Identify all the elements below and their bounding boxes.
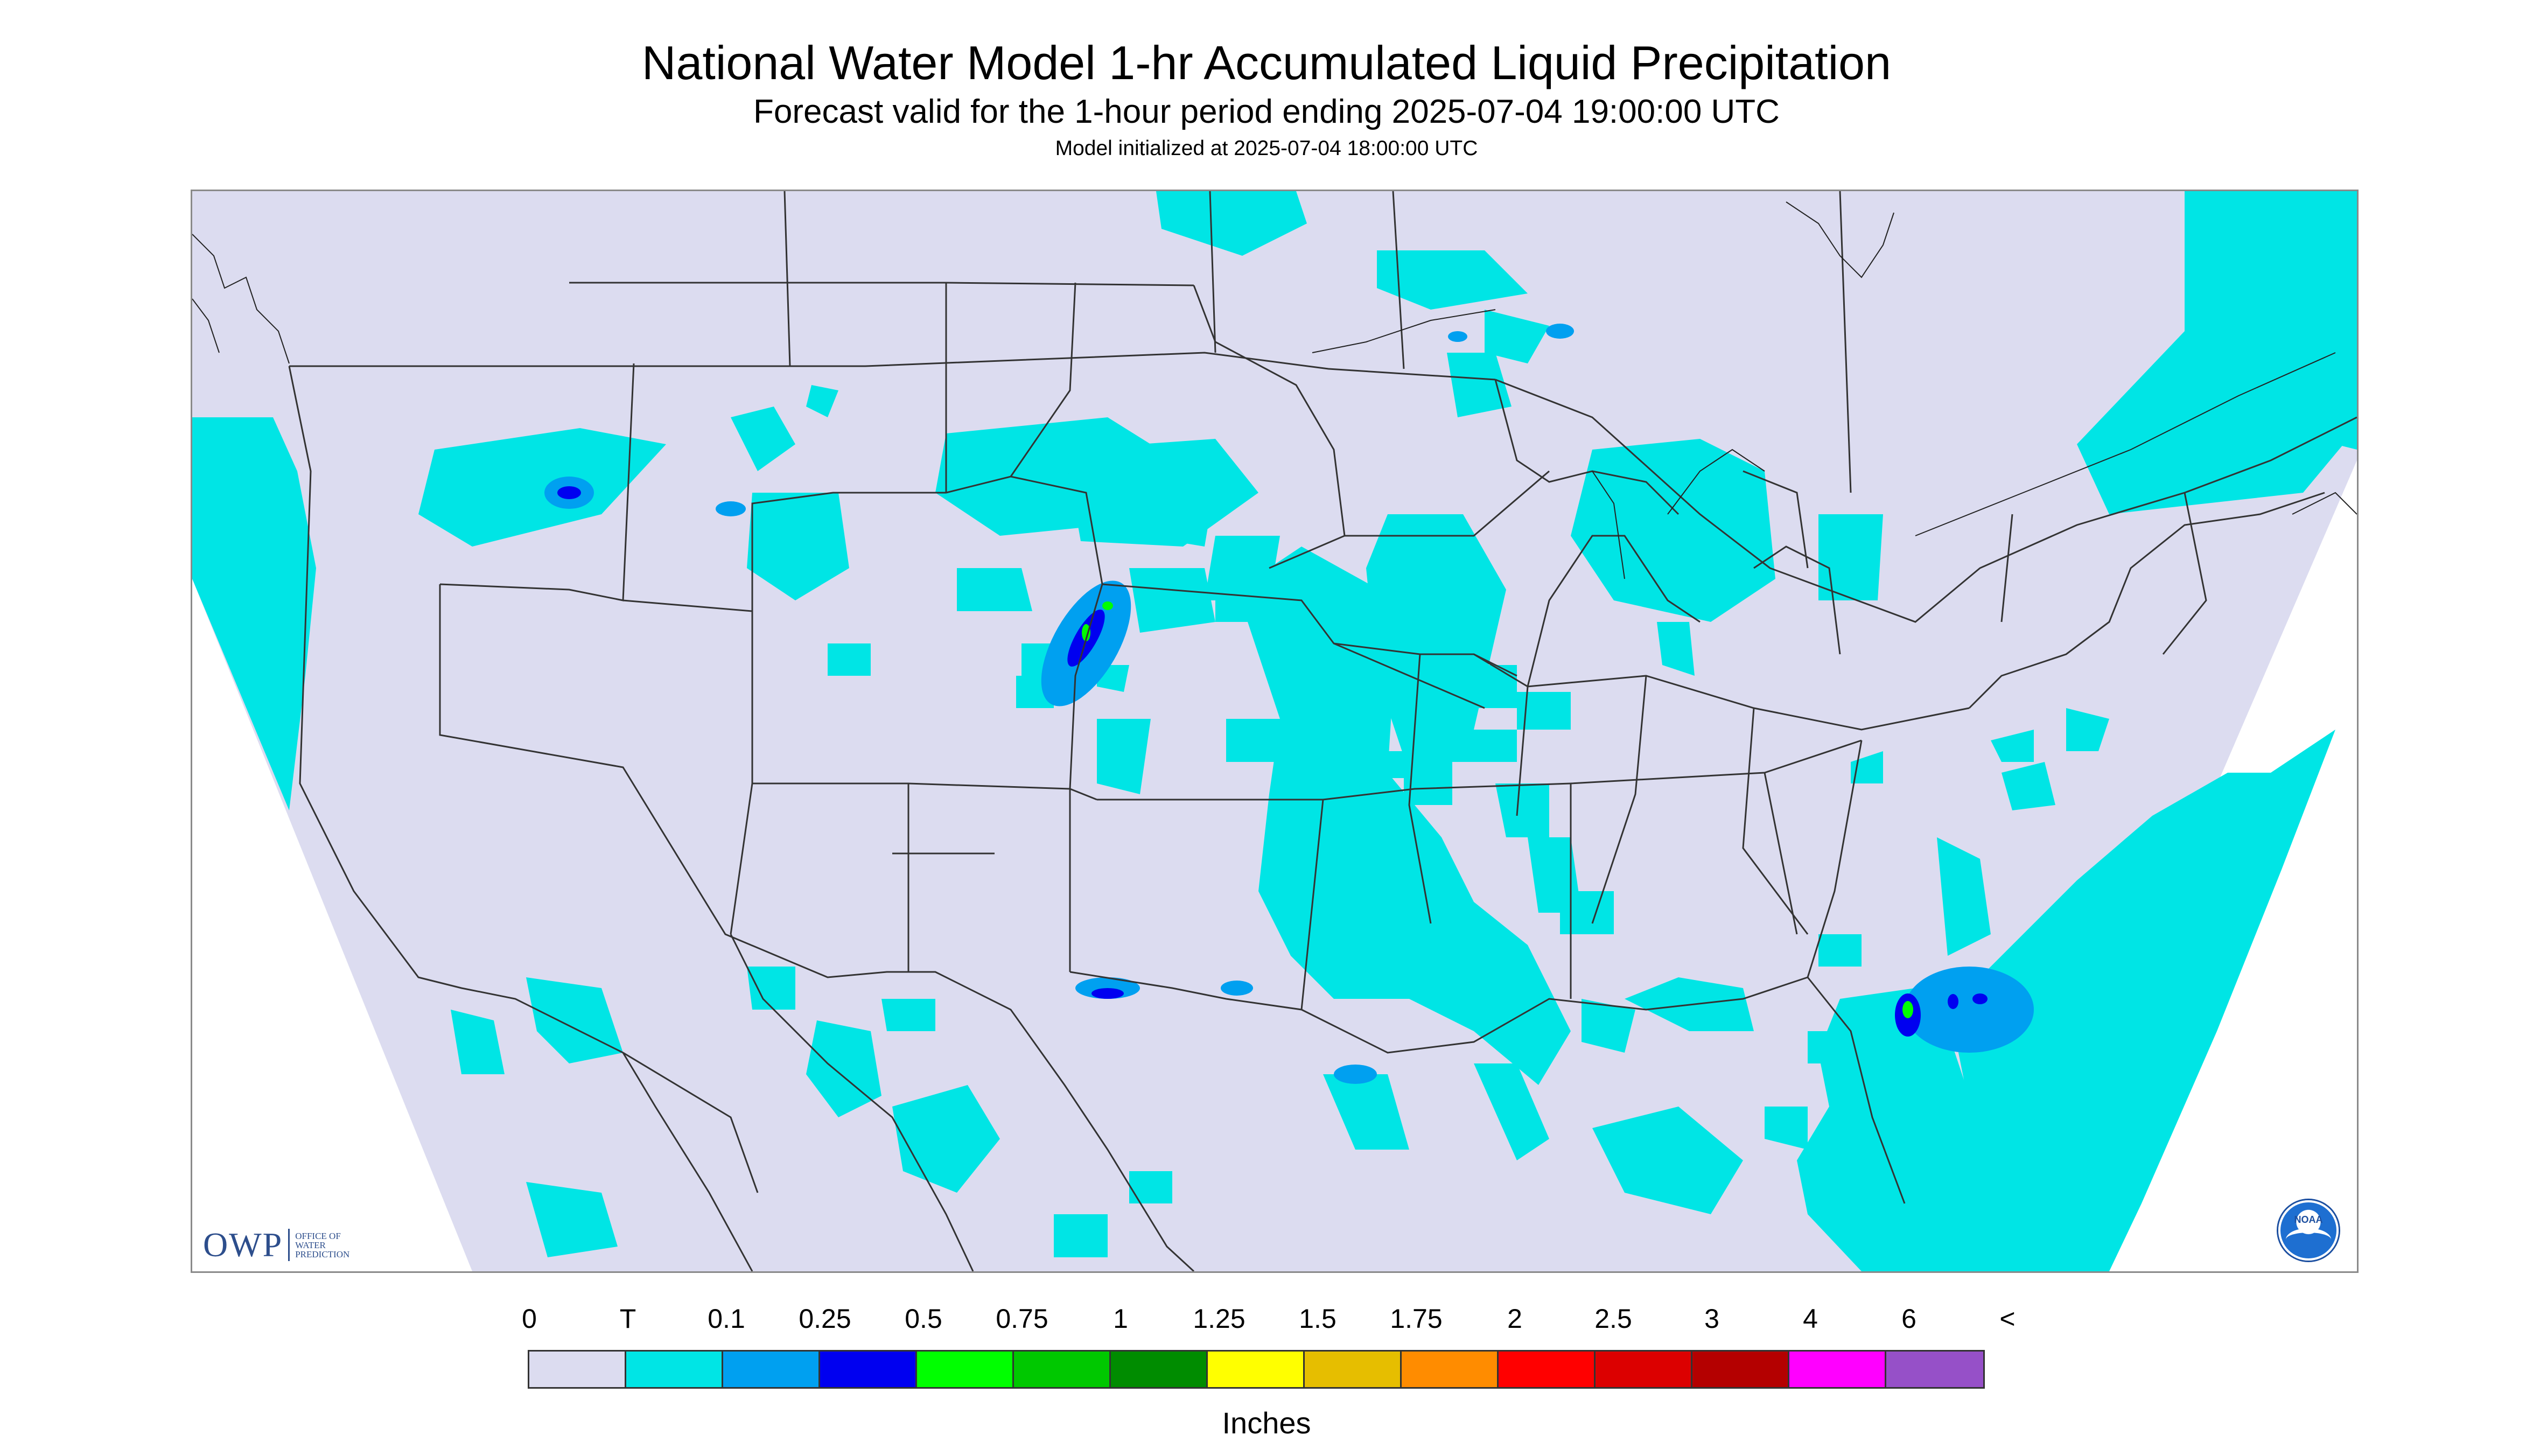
owp-logo-separator <box>288 1229 290 1261</box>
owp-sub-line-2: WATER <box>295 1240 326 1250</box>
map-title: National Water Model 1-hr Accumulated Li… <box>641 36 1892 89</box>
legend-tick-label: 0.25 <box>799 1304 851 1334</box>
legend-tick-label: 2 <box>1507 1304 1522 1334</box>
legend-tick-label: 0.1 <box>708 1304 745 1334</box>
legend-tick-label: 0.5 <box>905 1304 942 1334</box>
legend-tick-label: 1.5 <box>1299 1304 1337 1334</box>
map-subtitle: Forecast valid for the 1-hour period end… <box>753 93 1780 130</box>
legend-tick-label: < <box>1999 1304 2016 1334</box>
owp-logo: OWP OFFICE OF WATER PREDICTION <box>203 1225 349 1265</box>
legend-tick-label: T <box>619 1304 636 1334</box>
owp-logo-mark: OWP <box>203 1226 283 1264</box>
legend-tick-label: 6 <box>1901 1304 1916 1334</box>
legend-units: Inches <box>1222 1406 1311 1440</box>
coastline-detail <box>192 201 2357 579</box>
owp-sub-line-3: PREDICTION <box>295 1249 350 1259</box>
legend-swatch <box>529 1352 626 1387</box>
legend-tick-label: 1.75 <box>1390 1304 1443 1334</box>
boundary-lines <box>288 191 2357 1271</box>
map-canvas <box>192 191 2357 1271</box>
legend-swatch <box>1305 1352 1402 1387</box>
legend-tick-label: 1 <box>1113 1304 1128 1334</box>
legend-swatch <box>917 1352 1014 1387</box>
legend-swatch <box>1886 1352 1983 1387</box>
legend-swatch <box>1014 1352 1111 1387</box>
model-init-text: Model initialized at 2025-07-04 18:00:00… <box>1055 137 1478 160</box>
noaa-logo: NOAA <box>2278 1200 2339 1261</box>
legend-tick-label: 3 <box>1704 1304 1719 1334</box>
legend-tick-label: 2.5 <box>1594 1304 1632 1334</box>
legend-swatch <box>1692 1352 1789 1387</box>
light-precip-areas <box>192 191 2357 1271</box>
legend-swatch <box>1596 1352 1692 1387</box>
legend-swatch <box>820 1352 917 1387</box>
owp-logo-subtitle: OFFICE OF WATER PREDICTION <box>295 1231 349 1259</box>
moderate-precip-cells <box>544 324 2034 1084</box>
owp-sub-line-1: OFFICE OF <box>295 1230 341 1241</box>
legend-tick-label: 0 <box>522 1304 537 1334</box>
legend-swatch <box>723 1352 820 1387</box>
legend-swatch <box>1789 1352 1886 1387</box>
legend-swatch <box>1499 1352 1596 1387</box>
legend-swatch <box>1111 1352 1208 1387</box>
legend-swatch <box>626 1352 723 1387</box>
legend-tick-label: 0.75 <box>996 1304 1048 1334</box>
precipitation-map: OWP OFFICE OF WATER PREDICTION NOAA <box>191 190 2359 1273</box>
noaa-logo-text: NOAA <box>2294 1214 2323 1225</box>
legend-tick-label: 4 <box>1803 1304 1818 1334</box>
legend-swatch <box>1402 1352 1499 1387</box>
color-legend <box>528 1350 1985 1389</box>
noaa-logo-wave <box>2286 1228 2331 1251</box>
legend-tick-label: 1.25 <box>1193 1304 1245 1334</box>
legend-swatch <box>1208 1352 1305 1387</box>
